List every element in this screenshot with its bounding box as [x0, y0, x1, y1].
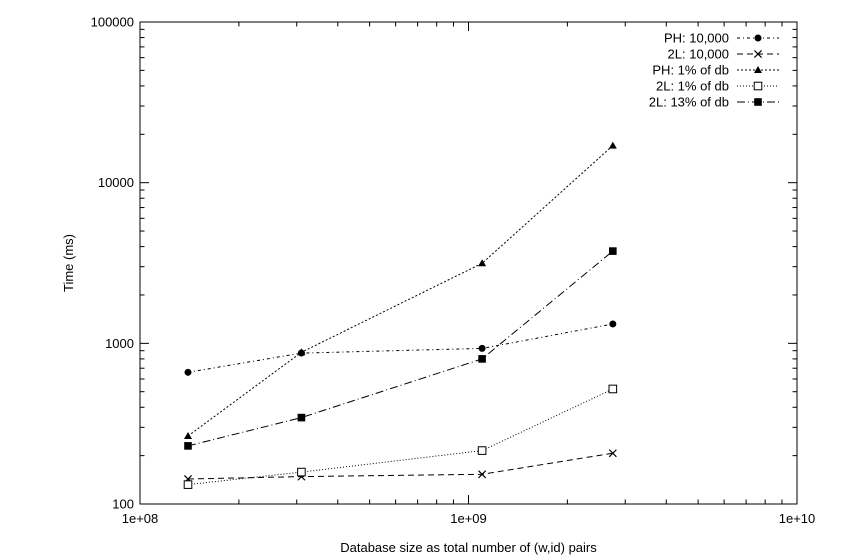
- series-line: [187, 323, 613, 373]
- triangle-marker: [297, 348, 306, 356]
- series-2: [183, 449, 617, 484]
- legend-label: 2L: 13% of db: [649, 95, 729, 110]
- open-square-marker: [608, 384, 618, 394]
- x-tick-label: 1e+09: [450, 511, 487, 526]
- series-layer: [183, 141, 618, 489]
- filled-square-marker: [297, 413, 306, 422]
- y-tick-label: 100000: [91, 15, 134, 30]
- y-tick-label: 1000: [105, 336, 134, 351]
- legend-item: PH: 10,000: [664, 31, 779, 46]
- filled-square-marker: [478, 355, 486, 363]
- y-tick-label: 100: [112, 497, 134, 512]
- series-3: [184, 141, 617, 439]
- legend-label: 2L: 1% of db: [656, 79, 729, 94]
- triangle-marker: [754, 66, 762, 73]
- legend-item: 2L: 10,000: [668, 47, 779, 62]
- series-5: [184, 247, 617, 450]
- filled-square-marker: [184, 442, 192, 450]
- series-line: [187, 388, 614, 486]
- series-line: [187, 452, 613, 480]
- series-line: [187, 145, 614, 437]
- x-marker: [478, 470, 487, 479]
- legend-item: 2L: 1% of db: [656, 79, 779, 94]
- legend-label: PH: 10,000: [664, 31, 729, 46]
- y-axis-label: Time (ms): [61, 234, 76, 292]
- filled-square-marker: [609, 247, 617, 255]
- legend-item: 2L: 13% of db: [649, 95, 779, 110]
- legend-label: PH: 1% of db: [652, 63, 729, 78]
- y-tick-label: 10000: [98, 175, 134, 190]
- triangle-marker: [608, 141, 617, 149]
- series-line: [187, 250, 614, 447]
- circle-marker: [184, 368, 192, 376]
- circle-marker: [609, 320, 617, 328]
- triangle-marker: [184, 431, 193, 439]
- series-4: [183, 384, 618, 489]
- open-square-marker: [477, 446, 487, 455]
- circle-marker: [478, 344, 486, 352]
- open-square-marker: [297, 467, 306, 477]
- legend-item: PH: 1% of db: [652, 63, 779, 78]
- axis-ticks: 1e+08 1e+09 1e+10 100 1000 10000 100000: [91, 15, 816, 527]
- filled-square-marker: [754, 98, 762, 106]
- x-marker: [753, 49, 763, 59]
- triangle-marker: [478, 259, 487, 267]
- x-marker: [608, 449, 617, 458]
- x-tick-label: 1e+10: [779, 511, 816, 526]
- x-tick-label: 1e+08: [122, 511, 159, 526]
- series-1: [184, 320, 617, 376]
- open-square-marker: [753, 81, 763, 91]
- circle-marker: [754, 34, 762, 42]
- open-square-marker: [183, 480, 193, 489]
- x-axis-label: Database size as total number of (w,id) …: [340, 540, 597, 555]
- legend-label: 2L: 10,000: [668, 47, 729, 62]
